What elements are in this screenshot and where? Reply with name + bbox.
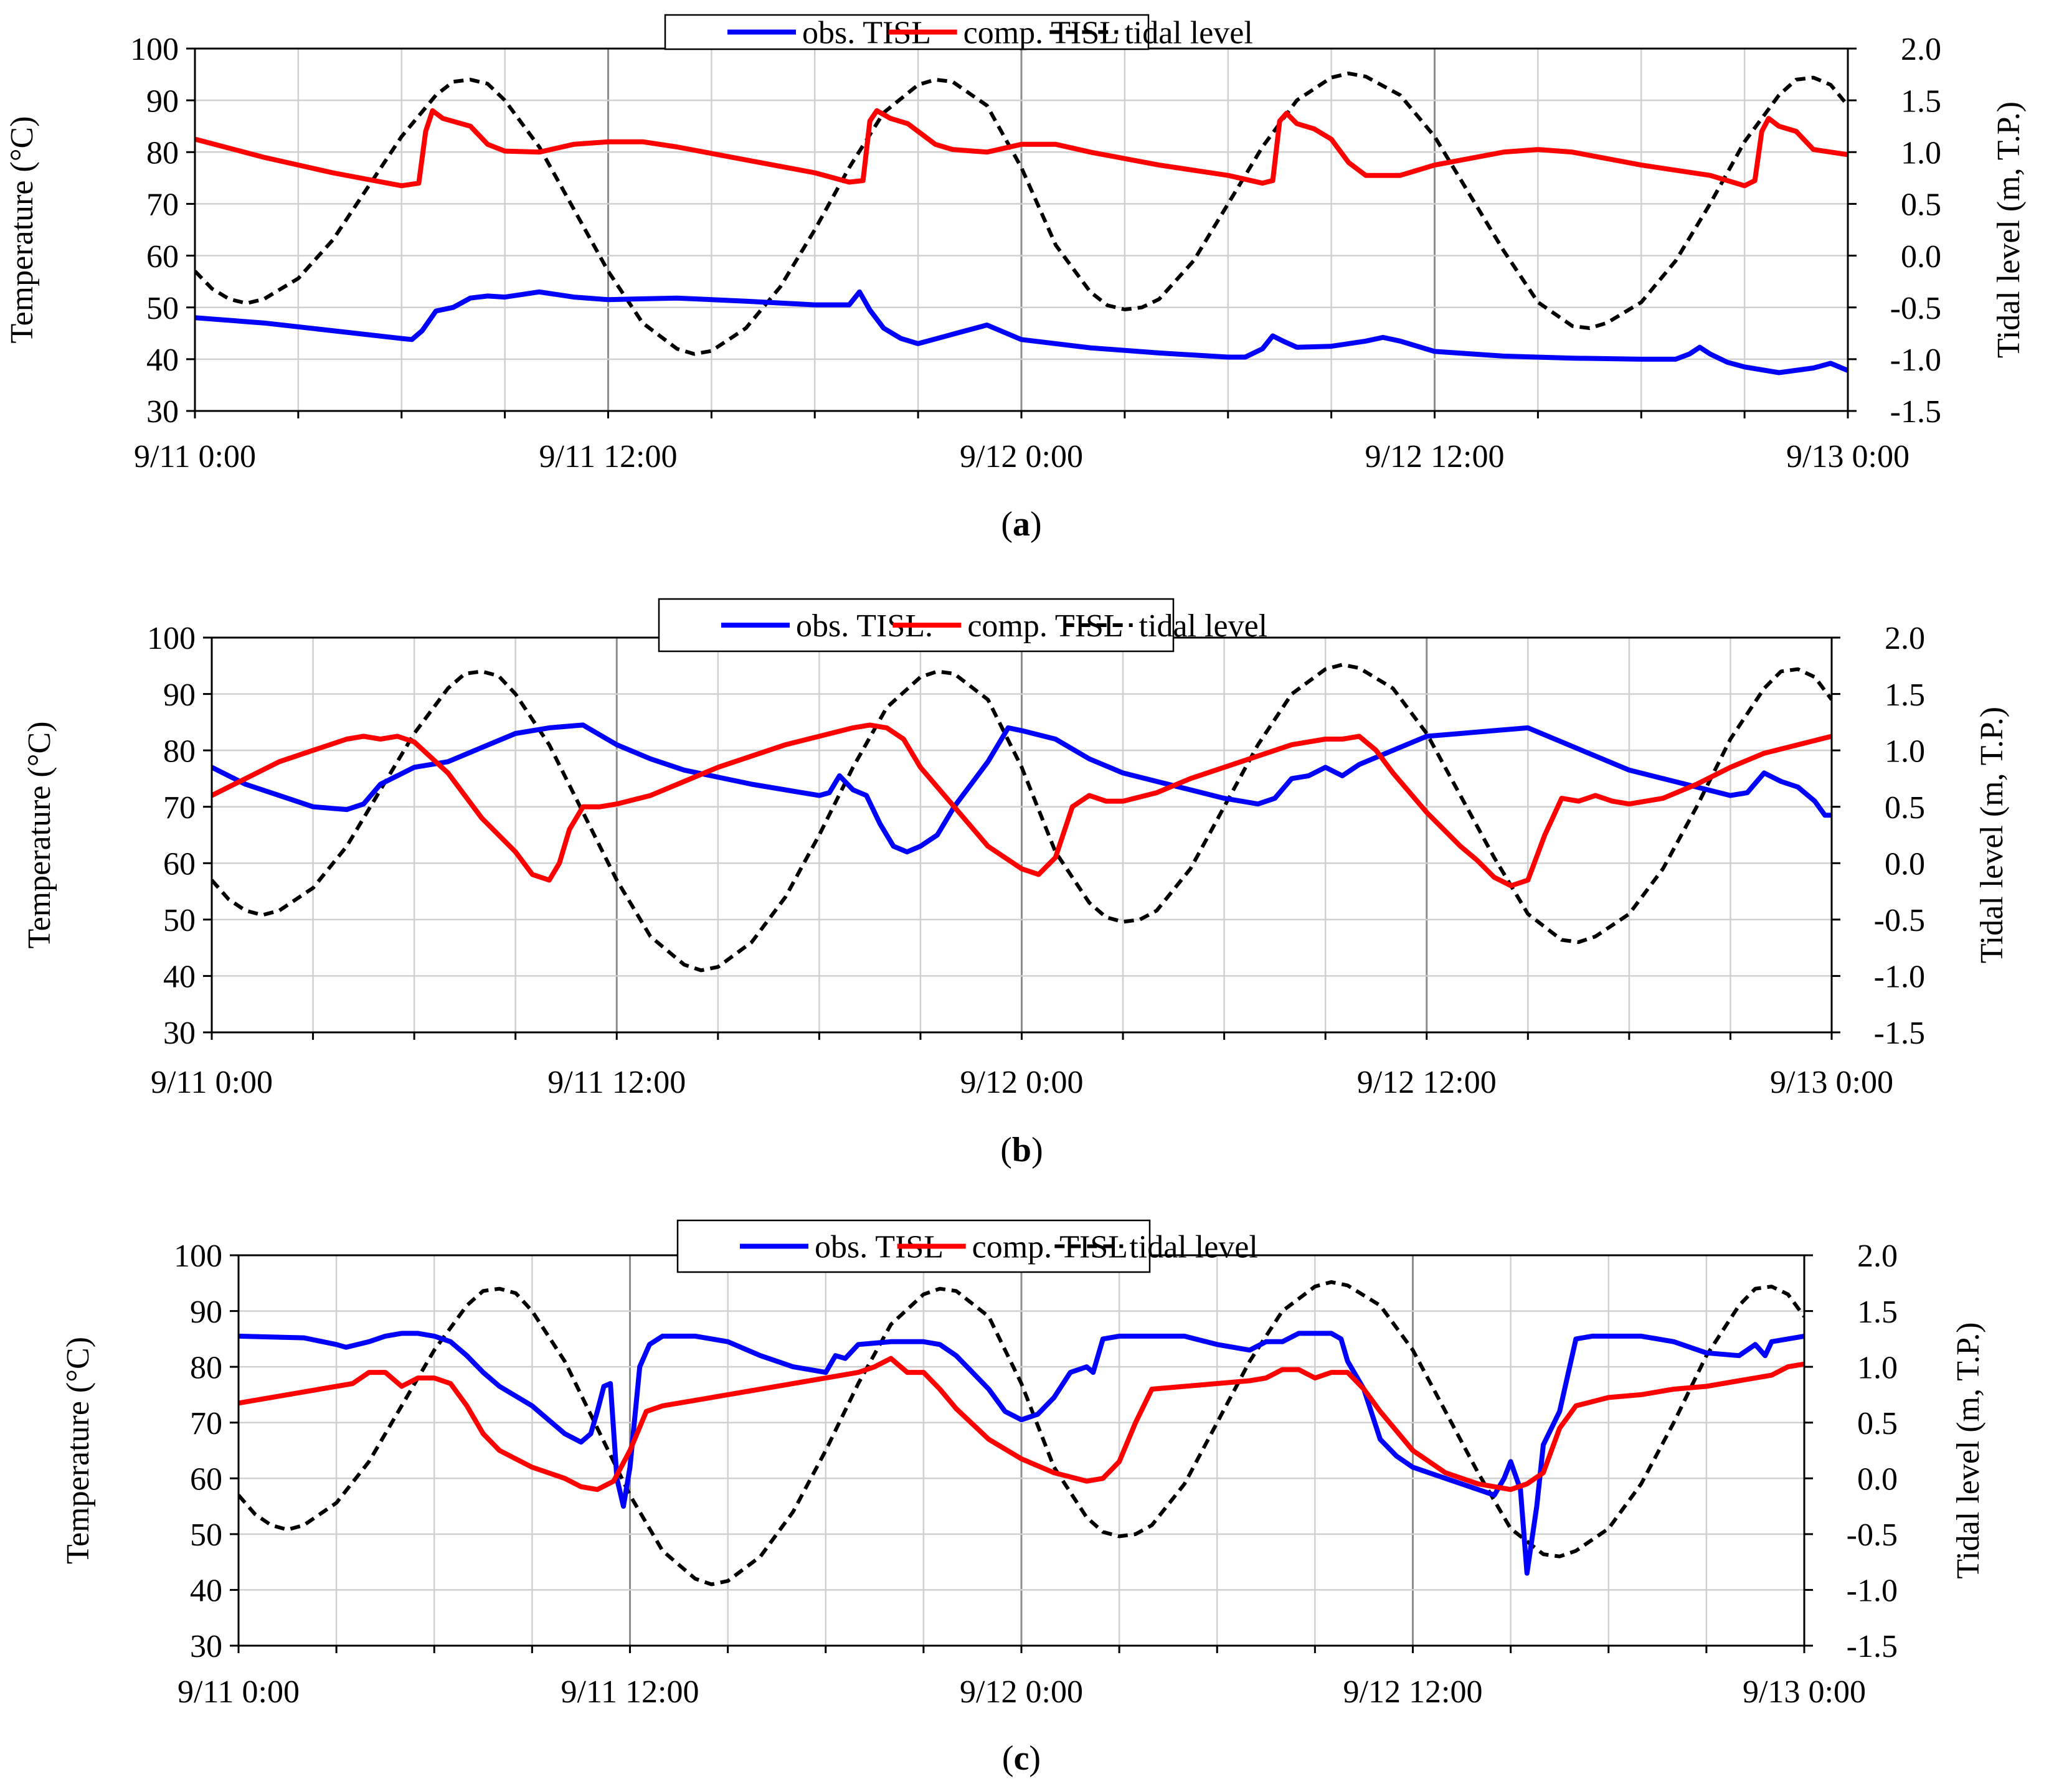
legend: obs. TISL comp. TISL tidal level <box>664 14 1253 51</box>
y2-tick-label: -1.5 <box>1890 394 1941 430</box>
legend-label-tide: tidal level <box>1129 1230 1257 1265</box>
y2-axis-title: Tidal level (m, T.P.) <box>1951 1322 1986 1578</box>
series-line-tide <box>212 663 1832 973</box>
y2-tick-label: 2.0 <box>1885 621 1925 656</box>
y2-tick-label: 1.5 <box>1901 83 1941 119</box>
y-axis-title: Temperature (°C) <box>22 721 57 948</box>
y2-tick-label: 2.0 <box>1901 32 1941 67</box>
y2-tick-label: 0.5 <box>1885 790 1925 826</box>
y-tick-label: 70 <box>163 790 196 826</box>
panel-label: (c) <box>1002 1739 1041 1778</box>
x-tick-label: 9/12 0:00 <box>960 439 1083 474</box>
x-tick-label: 9/12 0:00 <box>960 1674 1083 1710</box>
y2-tick-label: -0.5 <box>1847 1517 1898 1553</box>
y2-tick-label: 1.0 <box>1885 733 1925 769</box>
y2-tick-label: 1.5 <box>1885 677 1925 713</box>
y-tick-label: 50 <box>190 1517 222 1553</box>
y2-tick-label: -1.0 <box>1874 960 1925 995</box>
y2-tick-label: -1.5 <box>1874 1016 1925 1051</box>
chart-panel-b: 100 90 80 70 60 50 40 30 2.0 1.5 1.0 0.5 0.0 -0.5 -1.0… <box>22 598 2010 1169</box>
y-axis-title: Temperature (°C) <box>60 1337 96 1564</box>
y-tick-label: 50 <box>163 903 196 938</box>
y2-tick-label: -1.5 <box>1847 1629 1898 1664</box>
y2-tick-label: 1.5 <box>1857 1294 1898 1330</box>
x-tick-label: 9/12 12:00 <box>1343 1674 1483 1710</box>
x-tick-label: 9/12 12:00 <box>1357 1065 1497 1100</box>
y-tick-label: 80 <box>190 1350 222 1385</box>
y-tick-label: 60 <box>190 1461 222 1497</box>
y-axis-title: Temperature (°C) <box>4 116 40 343</box>
y-tick-label: 90 <box>190 1294 222 1330</box>
y2-axis-title: Tidal level (m, T.P.) <box>1974 707 2010 963</box>
x-tick-label: 9/13 0:00 <box>1743 1674 1866 1710</box>
y-tick-label: 80 <box>163 733 196 769</box>
y-tick-label: 50 <box>146 291 179 326</box>
y2-axis-title: Tidal level (m, T.P.) <box>1991 101 2027 358</box>
series-line-comp <box>195 108 1848 189</box>
series-line-obs <box>212 722 1832 855</box>
y-tick-label: 70 <box>190 1406 222 1441</box>
series-line-obs <box>239 1331 1804 1576</box>
series-line-comp <box>239 1356 1804 1493</box>
legend-label-tide: tidal level <box>1124 16 1252 51</box>
series-line-obs <box>195 289 1848 375</box>
panel-label: (b) <box>1000 1131 1043 1169</box>
panel-label: (a) <box>1001 505 1041 544</box>
y2-tick-label: 0.5 <box>1857 1406 1898 1441</box>
x-tick-label: 9/11 0:00 <box>177 1674 300 1710</box>
series-line-tide <box>239 1280 1804 1587</box>
y2-tick-label: -0.5 <box>1890 291 1941 326</box>
x-tick-label: 9/11 0:00 <box>151 1065 273 1100</box>
y2-tick-label: -1.0 <box>1847 1573 1898 1609</box>
y-tick-label: 60 <box>163 846 196 882</box>
y-tick-label: 40 <box>146 342 179 378</box>
x-tick-label: 9/12 12:00 <box>1365 439 1505 474</box>
y-tick-label: 30 <box>163 1016 196 1051</box>
y-tick-label: 60 <box>146 239 179 275</box>
y2-tick-label: 0.0 <box>1857 1461 1898 1497</box>
x-tick-label: 9/13 0:00 <box>1770 1065 1893 1100</box>
series-line-tide <box>195 71 1848 356</box>
y2-tick-label: 0.0 <box>1885 846 1925 882</box>
x-tick-label: 9/11 12:00 <box>539 439 678 474</box>
chart-panel-c: 100 90 80 70 60 50 40 30 2.0 1.5 1.0 0.5 0.0 -0.5 -1.0… <box>60 1219 1986 1778</box>
y-tick-label: 80 <box>146 135 179 171</box>
legend-label-comp: comp. TISL <box>963 16 1119 51</box>
legend-label-tide: tidal level <box>1139 608 1267 644</box>
y-tick-label: 100 <box>174 1238 222 1274</box>
y-tick-label: 30 <box>190 1629 222 1664</box>
y-tick-label: 90 <box>163 677 196 713</box>
chart-panel-a: 100 90 80 70 60 50 40 30 2.0 1.5 1.0 0.5 0.0 -0.5 -1.0… <box>4 14 2027 544</box>
legend-label-comp: comp. TISL <box>972 1230 1128 1265</box>
x-tick-label: 9/12 0:00 <box>960 1065 1084 1100</box>
y-tick-label: 40 <box>190 1573 222 1609</box>
y2-tick-label: -0.5 <box>1874 903 1925 938</box>
y2-tick-label: -1.0 <box>1890 342 1941 378</box>
y-tick-label: 100 <box>130 32 179 67</box>
y2-tick-label: 1.0 <box>1901 135 1941 171</box>
x-tick-label: 9/11 12:00 <box>547 1065 686 1100</box>
x-tick-label: 9/13 0:00 <box>1786 439 1910 474</box>
y2-tick-label: 0.0 <box>1901 239 1941 275</box>
series-line-comp <box>212 722 1832 889</box>
legend: obs. TISL comp. TISL tidal level <box>676 1219 1258 1273</box>
legend: obs. TISL. comp. TISL tidal level <box>658 598 1267 653</box>
y-tick-label: 90 <box>146 83 179 119</box>
x-tick-label: 9/11 12:00 <box>561 1674 699 1710</box>
y-tick-label: 100 <box>147 621 196 656</box>
y2-tick-label: 1.0 <box>1857 1350 1898 1385</box>
y2-tick-label: 2.0 <box>1857 1238 1898 1274</box>
y-tick-label: 30 <box>146 394 179 430</box>
y-tick-label: 70 <box>146 187 179 223</box>
x-tick-label: 9/11 0:00 <box>134 439 256 474</box>
y-tick-label: 40 <box>163 960 196 995</box>
y2-tick-label: 0.5 <box>1901 187 1941 223</box>
